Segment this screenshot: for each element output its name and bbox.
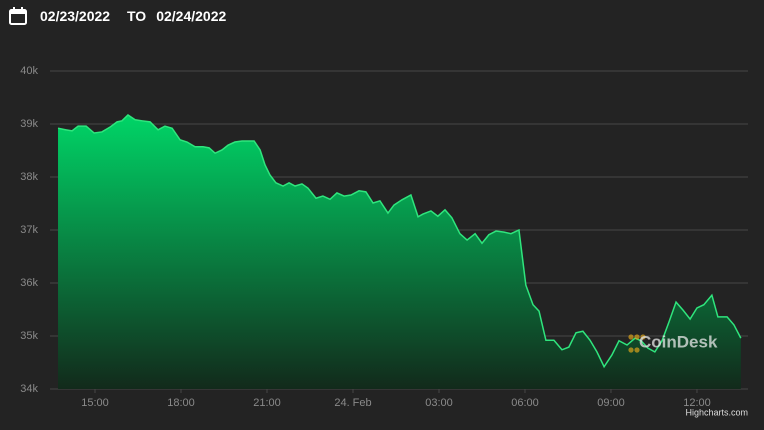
logo-dot <box>634 334 640 340</box>
y-tick-label: 37k <box>20 224 38 236</box>
y-tick-label: 38k <box>20 171 38 183</box>
x-tick-label: 21:00 <box>253 397 281 409</box>
logo-dot <box>634 347 640 353</box>
end-date[interactable]: 02/24/2022 <box>156 8 227 24</box>
y-tick-label: 34k <box>20 383 38 395</box>
x-tick-label: 15:00 <box>81 397 109 409</box>
x-tick-label: 24. Feb <box>334 397 371 409</box>
x-tick-label: 12:00 <box>683 397 711 409</box>
x-tick-label: 18:00 <box>167 397 195 409</box>
calendar-icon[interactable] <box>8 6 28 26</box>
watermark: CoinDesk <box>639 332 718 351</box>
watermark-logo <box>628 334 646 353</box>
logo-dot <box>628 347 634 353</box>
start-date[interactable]: 02/23/2022 <box>40 8 111 24</box>
y-tick-label: 39k <box>20 118 38 130</box>
credits: Highcharts.com <box>685 407 748 417</box>
x-tick-label: 03:00 <box>425 397 453 409</box>
price-line <box>57 114 742 369</box>
logo-dot <box>628 334 634 340</box>
y-tick-label: 36k <box>20 277 38 289</box>
separator: TO <box>127 8 147 24</box>
area-fill <box>58 114 741 390</box>
y-tick-label: 35k <box>20 330 38 342</box>
x-tick-label: 06:00 <box>511 397 539 409</box>
y-tick-label: 40k <box>20 65 38 77</box>
logo-dot <box>640 334 646 340</box>
date-range: 02/23/2022 TO 02/24/2022 <box>0 0 235 32</box>
x-tick-label: 09:00 <box>597 397 625 409</box>
